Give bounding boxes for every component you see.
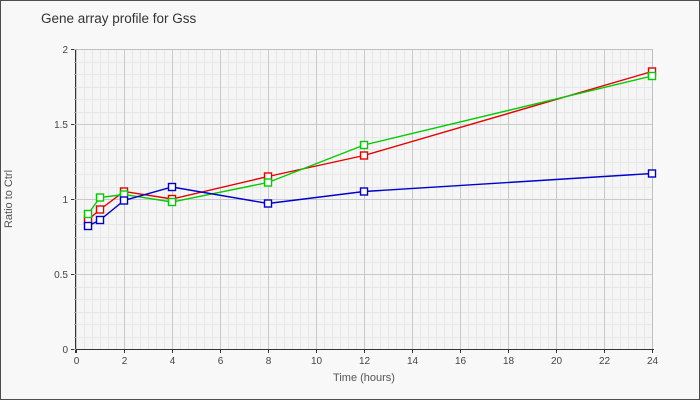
x-axis-title-text: Time (hours) [333,372,395,384]
svg-text:16: 16 [455,356,467,367]
svg-text:20: 20 [551,356,563,367]
svg-text:1: 1 [62,195,68,206]
svg-text:2: 2 [62,45,68,56]
svg-text:14: 14 [407,356,419,367]
svg-text:0.5: 0.5 [54,270,68,281]
svg-text:0: 0 [62,345,68,356]
svg-text:0: 0 [74,356,80,367]
svg-text:12: 12 [359,356,371,367]
svg-text:22: 22 [599,356,611,367]
svg-text:10: 10 [311,356,323,367]
svg-text:4: 4 [170,356,176,367]
svg-text:6: 6 [218,356,224,367]
x-axis-title: Time (hours) [1,372,699,384]
y-axis-title: Ratio to Ctrl [3,169,15,229]
svg-text:1.5: 1.5 [54,120,68,131]
svg-text:2: 2 [122,356,128,367]
svg-text:24: 24 [647,356,659,367]
svg-text:18: 18 [503,356,515,367]
chart-title: Gene array profile for Gss [41,11,197,26]
svg-text:8: 8 [266,356,272,367]
